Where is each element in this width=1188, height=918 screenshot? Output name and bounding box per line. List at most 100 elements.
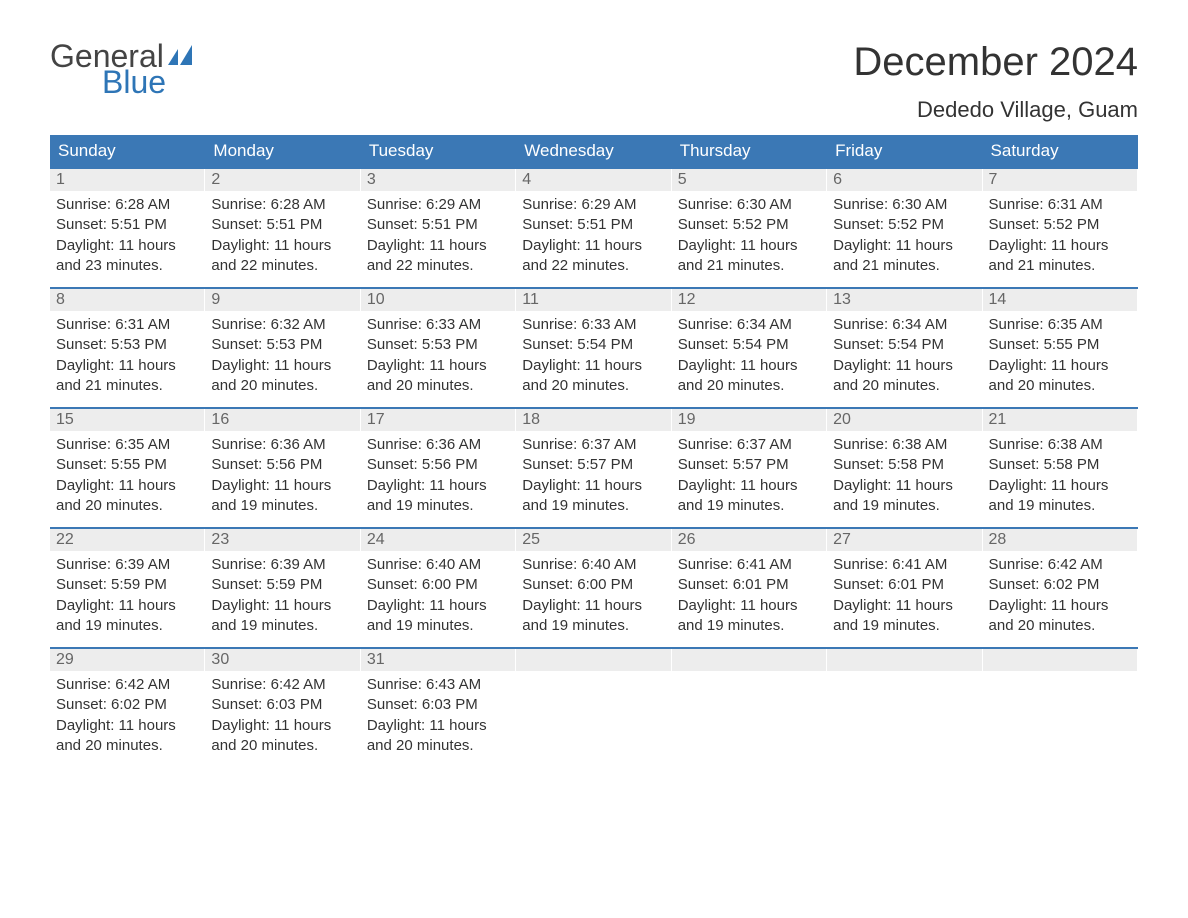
sunrise-text: Sunrise: 6:39 AM (56, 555, 199, 575)
day-number: 7 (983, 169, 1138, 191)
daylight-text: Daylight: 11 hours and 20 minutes. (211, 716, 354, 757)
day-cell: 19Sunrise: 6:37 AMSunset: 5:57 PMDayligh… (672, 409, 827, 527)
day-cell: 1Sunrise: 6:28 AMSunset: 5:51 PMDaylight… (50, 169, 205, 287)
day-cell: 5Sunrise: 6:30 AMSunset: 5:52 PMDaylight… (672, 169, 827, 287)
day-content: Sunrise: 6:35 AMSunset: 5:55 PMDaylight:… (983, 311, 1138, 404)
day-content: Sunrise: 6:42 AMSunset: 6:03 PMDaylight:… (205, 671, 360, 764)
sunset-text: Sunset: 5:54 PM (833, 335, 976, 355)
sunrise-text: Sunrise: 6:34 AM (678, 315, 821, 335)
daylight-text: Daylight: 11 hours and 20 minutes. (989, 356, 1132, 397)
day-number: 3 (361, 169, 516, 191)
sunset-text: Sunset: 5:56 PM (211, 455, 354, 475)
weekday-header: Saturday (983, 135, 1138, 167)
day-number: 15 (50, 409, 205, 431)
day-content: Sunrise: 6:32 AMSunset: 5:53 PMDaylight:… (205, 311, 360, 404)
sunset-text: Sunset: 5:52 PM (989, 215, 1132, 235)
daylight-text: Daylight: 11 hours and 19 minutes. (367, 596, 510, 637)
day-content: Sunrise: 6:36 AMSunset: 5:56 PMDaylight:… (205, 431, 360, 524)
day-content: Sunrise: 6:33 AMSunset: 5:54 PMDaylight:… (516, 311, 671, 404)
day-number (983, 649, 1138, 671)
daylight-text: Daylight: 11 hours and 21 minutes. (989, 236, 1132, 277)
sunrise-text: Sunrise: 6:42 AM (989, 555, 1132, 575)
day-content: Sunrise: 6:34 AMSunset: 5:54 PMDaylight:… (672, 311, 827, 404)
sunset-text: Sunset: 6:01 PM (833, 575, 976, 595)
day-number: 17 (361, 409, 516, 431)
calendar: SundayMondayTuesdayWednesdayThursdayFrid… (50, 135, 1138, 767)
daylight-text: Daylight: 11 hours and 20 minutes. (56, 476, 199, 517)
daylight-text: Daylight: 11 hours and 19 minutes. (833, 596, 976, 637)
sunrise-text: Sunrise: 6:38 AM (989, 435, 1132, 455)
day-content: Sunrise: 6:31 AMSunset: 5:52 PMDaylight:… (983, 191, 1138, 284)
day-number (672, 649, 827, 671)
day-cell: 23Sunrise: 6:39 AMSunset: 5:59 PMDayligh… (205, 529, 360, 647)
day-cell: 21Sunrise: 6:38 AMSunset: 5:58 PMDayligh… (983, 409, 1138, 527)
sunrise-text: Sunrise: 6:40 AM (522, 555, 665, 575)
sunrise-text: Sunrise: 6:32 AM (211, 315, 354, 335)
day-content: Sunrise: 6:40 AMSunset: 6:00 PMDaylight:… (361, 551, 516, 644)
logo-flag-icon (168, 43, 202, 69)
sunset-text: Sunset: 6:01 PM (678, 575, 821, 595)
day-content: Sunrise: 6:34 AMSunset: 5:54 PMDaylight:… (827, 311, 982, 404)
day-cell: 16Sunrise: 6:36 AMSunset: 5:56 PMDayligh… (205, 409, 360, 527)
daylight-text: Daylight: 11 hours and 20 minutes. (678, 356, 821, 397)
sunrise-text: Sunrise: 6:34 AM (833, 315, 976, 335)
sunset-text: Sunset: 5:59 PM (56, 575, 199, 595)
day-content: Sunrise: 6:36 AMSunset: 5:56 PMDaylight:… (361, 431, 516, 524)
daylight-text: Daylight: 11 hours and 19 minutes. (211, 476, 354, 517)
sunset-text: Sunset: 5:54 PM (678, 335, 821, 355)
day-content: Sunrise: 6:30 AMSunset: 5:52 PMDaylight:… (827, 191, 982, 284)
day-number: 8 (50, 289, 205, 311)
daylight-text: Daylight: 11 hours and 20 minutes. (367, 356, 510, 397)
sunrise-text: Sunrise: 6:41 AM (833, 555, 976, 575)
day-content: Sunrise: 6:29 AMSunset: 5:51 PMDaylight:… (516, 191, 671, 284)
day-number: 30 (205, 649, 360, 671)
day-cell: 28Sunrise: 6:42 AMSunset: 6:02 PMDayligh… (983, 529, 1138, 647)
sunset-text: Sunset: 6:03 PM (367, 695, 510, 715)
sunset-text: Sunset: 5:51 PM (211, 215, 354, 235)
daylight-text: Daylight: 11 hours and 19 minutes. (367, 476, 510, 517)
sunrise-text: Sunrise: 6:41 AM (678, 555, 821, 575)
day-number: 14 (983, 289, 1138, 311)
week-row: 1Sunrise: 6:28 AMSunset: 5:51 PMDaylight… (50, 167, 1138, 287)
day-content: Sunrise: 6:39 AMSunset: 5:59 PMDaylight:… (50, 551, 205, 644)
day-number: 25 (516, 529, 671, 551)
daylight-text: Daylight: 11 hours and 20 minutes. (833, 356, 976, 397)
weekday-header: Monday (205, 135, 360, 167)
title-block: December 2024 Dededo Village, Guam (853, 40, 1138, 131)
day-content: Sunrise: 6:43 AMSunset: 6:03 PMDaylight:… (361, 671, 516, 764)
daylight-text: Daylight: 11 hours and 20 minutes. (367, 716, 510, 757)
weekday-header: Tuesday (361, 135, 516, 167)
day-cell: 4Sunrise: 6:29 AMSunset: 5:51 PMDaylight… (516, 169, 671, 287)
daylight-text: Daylight: 11 hours and 19 minutes. (211, 596, 354, 637)
sunrise-text: Sunrise: 6:36 AM (211, 435, 354, 455)
logo: General Blue (50, 40, 202, 98)
sunrise-text: Sunrise: 6:42 AM (56, 675, 199, 695)
weekday-header: Wednesday (516, 135, 671, 167)
day-cell: 30Sunrise: 6:42 AMSunset: 6:03 PMDayligh… (205, 649, 360, 767)
daylight-text: Daylight: 11 hours and 21 minutes. (56, 356, 199, 397)
day-cell: 8Sunrise: 6:31 AMSunset: 5:53 PMDaylight… (50, 289, 205, 407)
daylight-text: Daylight: 11 hours and 19 minutes. (522, 476, 665, 517)
daylight-text: Daylight: 11 hours and 22 minutes. (211, 236, 354, 277)
day-content: Sunrise: 6:29 AMSunset: 5:51 PMDaylight:… (361, 191, 516, 284)
day-content: Sunrise: 6:39 AMSunset: 5:59 PMDaylight:… (205, 551, 360, 644)
day-number: 13 (827, 289, 982, 311)
day-content: Sunrise: 6:31 AMSunset: 5:53 PMDaylight:… (50, 311, 205, 404)
day-number: 2 (205, 169, 360, 191)
day-content: Sunrise: 6:37 AMSunset: 5:57 PMDaylight:… (672, 431, 827, 524)
day-number: 31 (361, 649, 516, 671)
sunrise-text: Sunrise: 6:33 AM (367, 315, 510, 335)
day-number: 12 (672, 289, 827, 311)
day-content: Sunrise: 6:30 AMSunset: 5:52 PMDaylight:… (672, 191, 827, 284)
day-content: Sunrise: 6:40 AMSunset: 6:00 PMDaylight:… (516, 551, 671, 644)
sunset-text: Sunset: 6:00 PM (522, 575, 665, 595)
daylight-text: Daylight: 11 hours and 20 minutes. (211, 356, 354, 397)
daylight-text: Daylight: 11 hours and 21 minutes. (833, 236, 976, 277)
sunset-text: Sunset: 5:57 PM (522, 455, 665, 475)
day-number: 10 (361, 289, 516, 311)
sunrise-text: Sunrise: 6:39 AM (211, 555, 354, 575)
sunset-text: Sunset: 5:54 PM (522, 335, 665, 355)
daylight-text: Daylight: 11 hours and 19 minutes. (678, 476, 821, 517)
day-cell: 27Sunrise: 6:41 AMSunset: 6:01 PMDayligh… (827, 529, 982, 647)
day-cell: 20Sunrise: 6:38 AMSunset: 5:58 PMDayligh… (827, 409, 982, 527)
